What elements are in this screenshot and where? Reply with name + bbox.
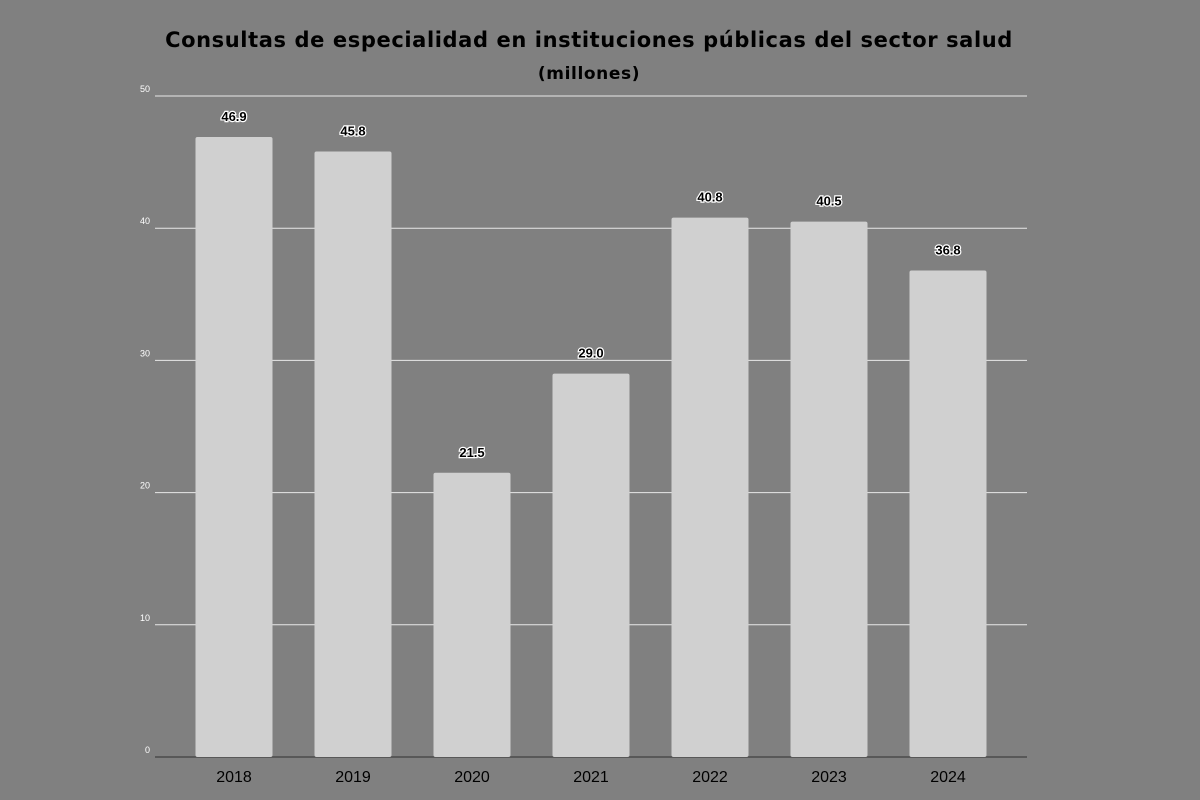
bar [433,472,511,757]
chart-subtitle: (millones) [537,64,641,84]
data-label: 45.8 [340,124,365,139]
data-label: 40.5 [816,194,841,209]
bar [195,136,273,757]
x-tick-label: 2020 [454,769,490,786]
x-tick-label: 2024 [930,769,966,786]
bar [314,151,392,758]
y-tick-label: 10 [140,613,150,623]
x-tick-label: 2021 [573,769,609,786]
y-tick-label: 30 [140,348,150,358]
bar [552,373,630,757]
x-tick-label: 2018 [216,769,252,786]
x-tick-label: 2023 [811,769,847,786]
data-label: 21.5 [459,445,484,460]
bar [671,217,749,757]
bar [790,221,868,758]
y-tick-label: 20 [140,481,150,491]
data-label: 29.0 [578,346,603,361]
x-tick-label: 2022 [692,769,728,786]
y-tick-label: 40 [140,216,150,226]
data-label: 40.8 [697,190,722,205]
y-tick-label: 0 [145,745,150,755]
data-label: 46.9 [221,109,246,124]
x-tick-label: 2019 [335,769,371,786]
bar [909,270,987,757]
y-tick-label: 50 [140,84,150,94]
data-label: 36.8 [935,243,960,258]
chart-title: Consultas de especialidad en institucion… [165,28,1013,52]
